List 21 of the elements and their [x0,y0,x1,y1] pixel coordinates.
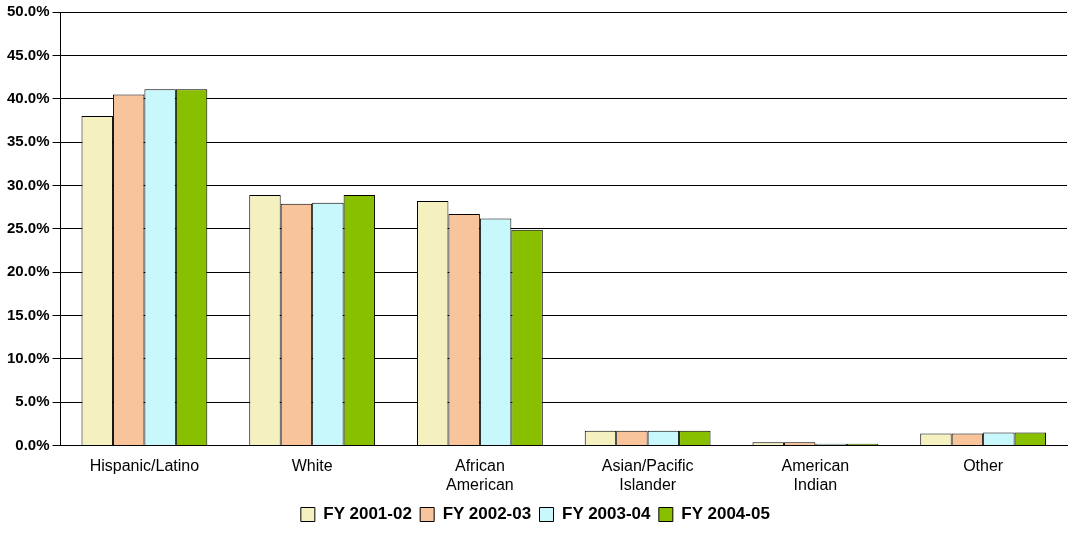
y-tick-label: 45.0% [6,45,50,63]
y-tick-label: 30.0% [6,175,50,193]
x-tick-label: Asian/Pacific Islander [601,456,694,493]
y-tick-label: 15.0% [6,305,50,323]
x-tick-label: White [291,456,333,474]
legend-label: FY 2003-04 [562,504,652,524]
y-tick-label: 5.0% [15,392,50,410]
y-tick-label: 0.0% [15,435,50,453]
x-tick-label: Hispanic/Latino [89,456,200,474]
y-tick-label: 20.0% [6,262,50,280]
y-tick-label: 25.0% [6,218,50,236]
x-tick-label: Other [963,456,1004,474]
legend-label: FY 2004-05 [681,504,770,524]
y-tick-label: 10.0% [6,349,50,367]
legend-label: FY 2001-02 [323,504,412,524]
x-tick-label: American Indian [781,456,850,493]
y-tick-label: 35.0% [6,132,50,150]
x-tick-label: African American [446,456,514,493]
y-tick-label: 50.0% [6,2,50,20]
legend-label: FY 2002-03 [442,504,532,524]
y-tick-label: 40.0% [6,88,50,106]
